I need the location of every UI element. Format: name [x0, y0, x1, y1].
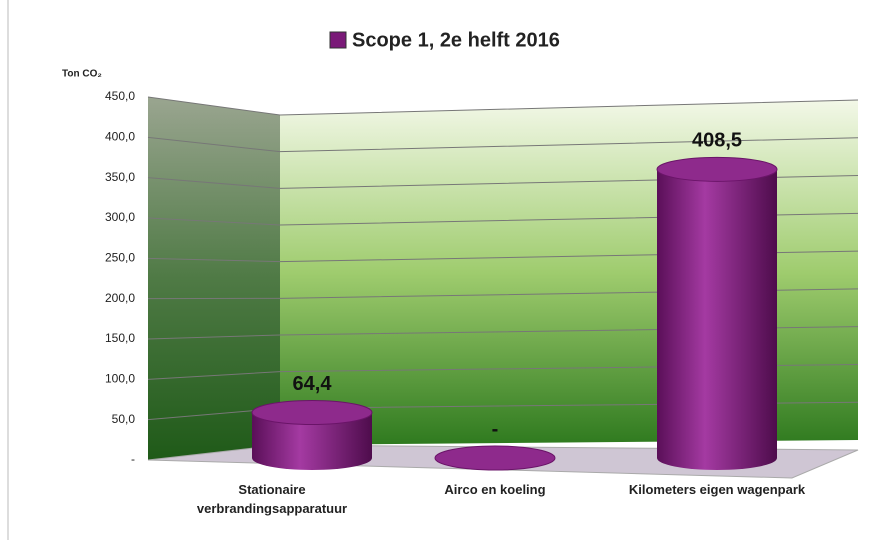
x-tick-label: Kilometers eigen wagenpark: [628, 482, 806, 497]
bar-top: [251, 399, 373, 425]
y-tick-label: 100,0: [105, 372, 135, 386]
value-label: 408,5: [692, 130, 742, 152]
bar: [252, 412, 372, 470]
x-tick-label: Stationaire verbrandingsapparatuur: [196, 482, 348, 516]
legend-swatch: [329, 31, 347, 49]
bar-top: [656, 156, 778, 182]
side-wall: [148, 97, 280, 460]
grid-line: [147, 136, 859, 153]
value-label: -: [492, 418, 499, 440]
y-tick-label: 50,0: [112, 412, 136, 426]
y-tick-label: -: [131, 452, 135, 466]
y-tick-label: 300,0: [105, 210, 135, 224]
y-tick-label: 200,0: [105, 291, 135, 305]
legend-label: Scope 1, 2e helft 2016: [352, 29, 560, 51]
grid-line: [147, 96, 859, 116]
y-tick-label: 450,0: [105, 89, 135, 103]
y-tick-label: 150,0: [105, 331, 135, 345]
y-axis-label: Ton CO₂: [62, 69, 102, 80]
bar: [657, 169, 777, 470]
value-label: 64,4: [293, 373, 333, 395]
y-tick-label: 250,0: [105, 251, 135, 265]
x-tick-label: Airco en koeling: [444, 482, 546, 497]
y-tick-label: 350,0: [105, 170, 135, 184]
y-tick-label: 400,0: [105, 130, 135, 144]
bar-top: [434, 445, 556, 471]
